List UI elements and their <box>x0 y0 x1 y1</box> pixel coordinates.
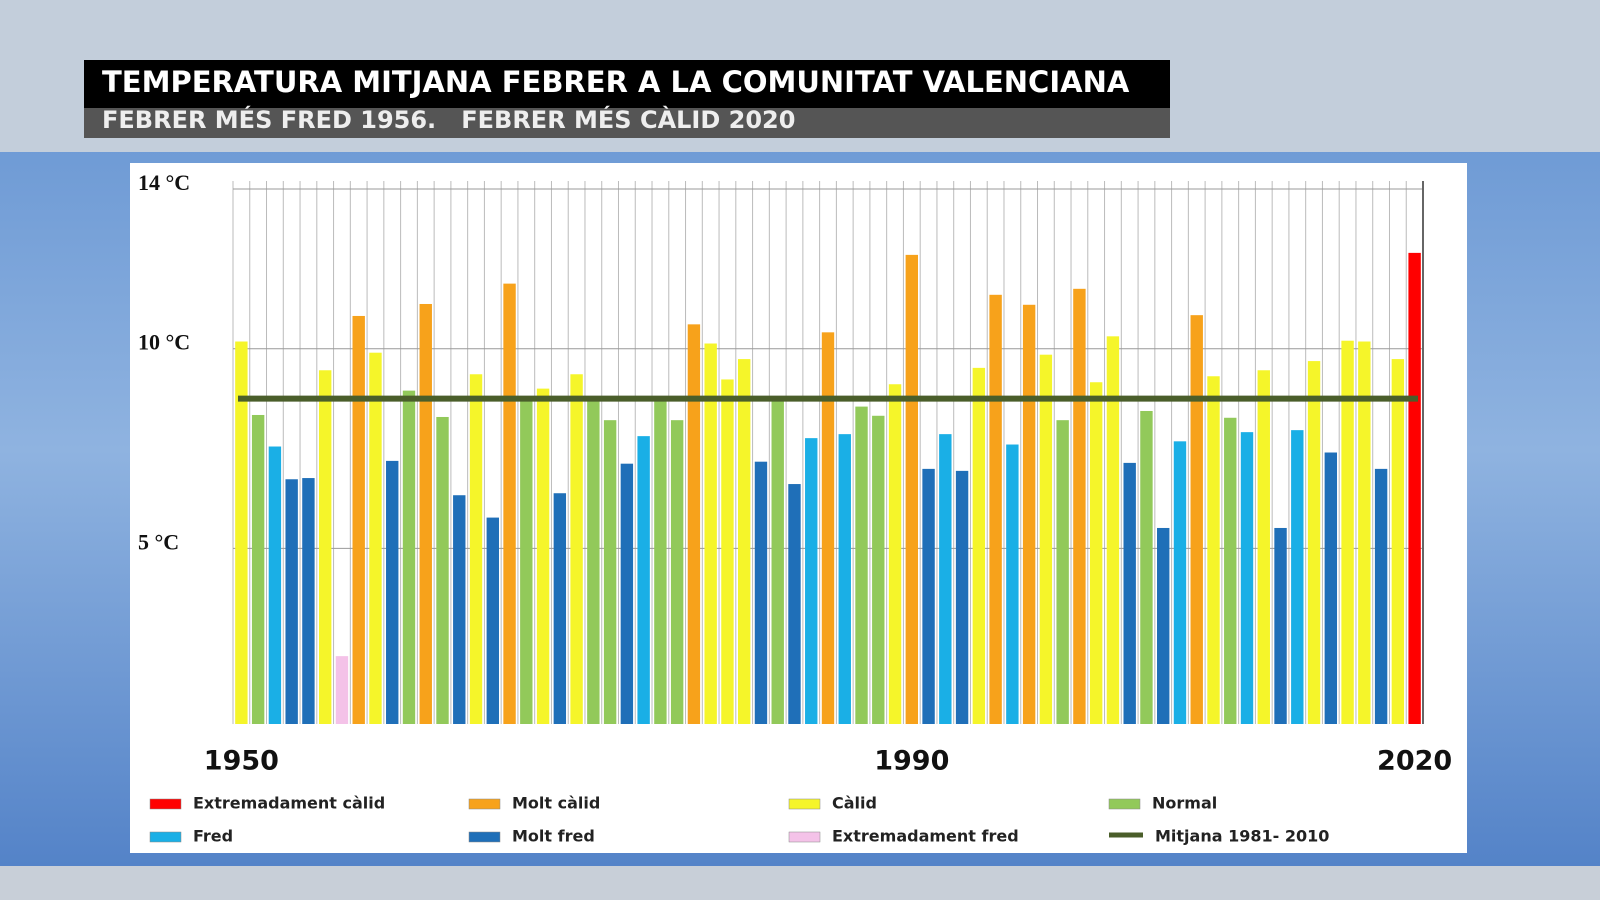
bar <box>1022 304 1036 724</box>
bar <box>1408 252 1421 724</box>
bar <box>888 384 902 724</box>
legend-swatch <box>788 798 821 810</box>
bar <box>553 493 567 724</box>
bar <box>1374 468 1388 724</box>
y-tick-label: 10 °C <box>138 330 190 355</box>
legend-label: Càlid <box>832 794 877 813</box>
bar <box>386 460 399 724</box>
bar <box>939 434 952 724</box>
bar <box>469 374 483 724</box>
bar <box>587 399 600 724</box>
x-tick-label: 2020 <box>1377 746 1452 777</box>
bar <box>1341 340 1354 724</box>
bar <box>1157 527 1170 724</box>
legend-label: Fred <box>193 827 233 846</box>
legend-label: Normal <box>1152 794 1217 813</box>
legend-label: Molt fred <box>512 827 595 846</box>
plot: 5 °C 10 °C 14 °C 1950 1990 2020 Extremadament … <box>138 170 1452 845</box>
bar <box>369 352 382 724</box>
bar <box>1207 376 1220 724</box>
legend-label: Extremadament fred <box>832 827 1019 846</box>
bar <box>1140 410 1153 724</box>
bar <box>419 303 432 724</box>
bar <box>1106 336 1120 724</box>
bar <box>302 478 315 724</box>
bar <box>754 461 768 724</box>
bar <box>687 324 701 724</box>
bar <box>1257 370 1270 724</box>
bar <box>436 416 449 724</box>
bar <box>972 367 986 724</box>
x-tick-label: 1990 <box>874 746 949 777</box>
bar <box>905 254 919 724</box>
bar <box>268 446 282 724</box>
subtitle: FEBRER MÉS FRED 1956. FEBRER MÉS CÀLID 2… <box>102 105 795 134</box>
bar <box>520 397 533 724</box>
title-bar <box>84 60 1170 108</box>
bar <box>838 434 851 724</box>
bar <box>603 420 617 724</box>
bottom-band <box>0 866 1600 900</box>
bar <box>1324 452 1338 724</box>
bar <box>922 468 935 724</box>
bar <box>855 406 868 724</box>
legend-swatch <box>149 831 182 843</box>
legend-swatch <box>788 831 821 843</box>
bar <box>570 374 583 724</box>
bar <box>1123 462 1136 724</box>
subtitle-bar <box>84 108 1170 138</box>
legend-label: Mitjana 1981- 2010 <box>1155 827 1329 846</box>
x-tick-label: 1950 <box>204 746 279 777</box>
y-tick-label: 14 °C <box>138 170 190 195</box>
title: TEMPERATURA MITJANA FEBRER A LA COMUNITA… <box>102 65 1130 99</box>
bar <box>771 399 784 724</box>
bar <box>821 332 835 724</box>
bar <box>251 414 265 724</box>
bar <box>637 436 650 724</box>
bar <box>955 470 969 724</box>
bar <box>285 479 298 724</box>
legend-swatch <box>468 798 501 810</box>
bar <box>453 495 466 724</box>
legend-swatch <box>468 831 501 843</box>
bar <box>503 283 516 724</box>
bar <box>352 315 365 724</box>
bar <box>1073 288 1086 724</box>
bar <box>1391 359 1405 724</box>
bar <box>486 517 499 724</box>
bar <box>704 343 717 724</box>
bar <box>1056 420 1069 724</box>
bar <box>1039 354 1053 724</box>
legend-label: Extremadament càlid <box>193 794 385 813</box>
bar <box>1173 441 1187 724</box>
bar <box>536 388 550 724</box>
legend-swatch <box>149 798 182 810</box>
bar <box>737 359 751 724</box>
bar <box>1240 432 1254 724</box>
bar <box>335 656 349 724</box>
y-tick-label: 5 °C <box>138 529 179 554</box>
bar <box>235 341 248 724</box>
bar <box>620 463 634 724</box>
bar <box>1274 527 1287 724</box>
bar <box>1006 444 1019 724</box>
legend-label: Molt càlid <box>512 794 600 813</box>
bar <box>1190 315 1203 724</box>
bar <box>670 420 684 724</box>
bar <box>721 379 734 724</box>
bar <box>318 370 332 724</box>
legend-swatch <box>1108 798 1141 810</box>
bar <box>872 415 885 724</box>
bar <box>788 484 801 724</box>
bar <box>1307 361 1321 724</box>
bar <box>1089 382 1103 724</box>
bar <box>1291 430 1304 724</box>
bar <box>1358 341 1371 724</box>
bar <box>654 399 667 724</box>
bar <box>989 294 1002 724</box>
bar <box>402 390 416 724</box>
bar <box>1224 417 1237 724</box>
bar <box>805 438 818 724</box>
